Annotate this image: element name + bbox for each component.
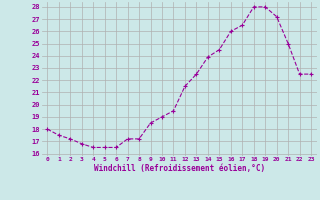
X-axis label: Windchill (Refroidissement éolien,°C): Windchill (Refroidissement éolien,°C) [94, 164, 265, 173]
